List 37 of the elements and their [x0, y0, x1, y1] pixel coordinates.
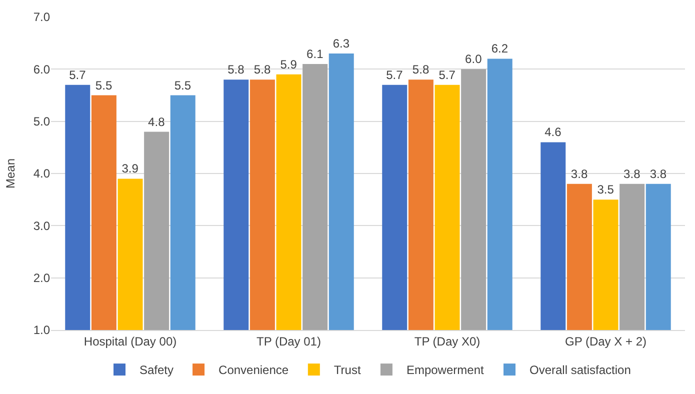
x-tick-label: TP (Day X0) [414, 334, 480, 348]
data-label: 3.8 [570, 166, 588, 181]
data-label: 5.7 [438, 68, 456, 82]
x-tick-label: TP (Day 01) [256, 334, 321, 348]
data-label: 3.8 [624, 166, 641, 181]
data-label: 5.7 [386, 68, 404, 82]
legend-label: Empowerment [406, 363, 484, 378]
data-label: 5.9 [280, 57, 298, 72]
legend-label: Overall satisfaction [529, 363, 631, 378]
data-label: 5.5 [174, 78, 192, 92]
data-label: 6.2 [491, 42, 508, 56]
data-label: 5.8 [254, 62, 271, 77]
data-label: 5.8 [228, 62, 245, 77]
y-tick-label: 4.0 [33, 166, 50, 181]
data-label: 3.8 [650, 166, 667, 181]
x-tick-label: Hospital (Day 00) [84, 334, 177, 348]
data-label: 6.3 [332, 36, 350, 51]
data-label: 3.9 [122, 162, 139, 176]
legend-label: Convenience [218, 363, 289, 378]
y-tick-label: 6.0 [33, 62, 50, 76]
data-label: 5.8 [412, 62, 430, 77]
x-tick-label: GP (Day X + 2) [565, 334, 646, 348]
data-label: 5.7 [69, 68, 86, 82]
y-tick-label: 1.0 [33, 323, 50, 338]
y-tick-label: 5.0 [33, 114, 50, 129]
data-label: 4.8 [148, 114, 166, 129]
data-label: 6.1 [306, 46, 324, 61]
legend-label: Safety [140, 363, 174, 378]
data-label: 5.5 [95, 78, 112, 92]
data-label: 4.6 [544, 125, 562, 140]
y-axis-title: Mean [4, 158, 18, 189]
data-label: 3.5 [597, 182, 614, 197]
y-tick-label: 2.0 [33, 271, 50, 286]
data-label: 6.0 [465, 52, 482, 66]
y-tick-label: 7.0 [33, 10, 50, 24]
y-tick-label: 3.0 [33, 218, 50, 233]
legend-label: Trust [334, 363, 362, 378]
